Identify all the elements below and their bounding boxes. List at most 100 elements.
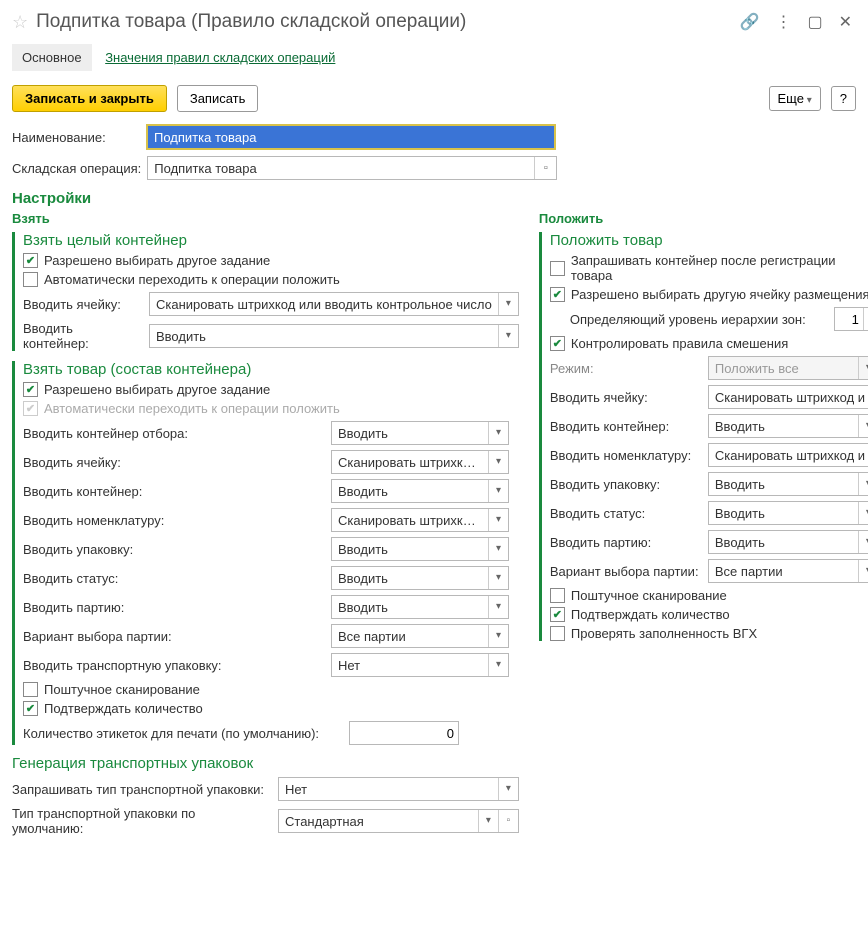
- goods-container-label: Вводить контейнер:: [23, 484, 323, 499]
- put-allow-other-cell-checkbox[interactable]: [550, 287, 565, 302]
- gen-heading: Генерация транспортных упаковок: [12, 755, 519, 772]
- goods-batch-label: Вводить партию:: [23, 600, 323, 615]
- hierarchy-label: Определяющий уровень иерархии зон:: [550, 312, 826, 327]
- goods-transport-pack-label: Вводить транспортную упаковку:: [23, 658, 323, 673]
- close-icon[interactable]: ✕: [835, 10, 856, 34]
- settings-heading: Настройки: [12, 190, 856, 207]
- put-ask-container-label: Запрашивать контейнер после регистрации …: [571, 253, 868, 283]
- put-confirm-qty-label: Подтверждать количество: [571, 607, 730, 622]
- take-col-title: Взять: [12, 211, 519, 226]
- take-column: Взять Взять целый контейнер Разрешено вы…: [12, 209, 519, 841]
- default-type-label: Тип транспортной упаковки по умолчанию:: [12, 806, 270, 836]
- goods-cell-label: Вводить ячейку:: [23, 455, 323, 470]
- save-button[interactable]: Записать: [177, 85, 259, 112]
- goods-auto-goto-label: Автоматически переходить к операции поло…: [44, 401, 340, 416]
- hierarchy-input[interactable]: [835, 308, 863, 330]
- save-close-button[interactable]: Записать и закрыть: [12, 85, 167, 112]
- goods-status-dropdown[interactable]: Вводить▾: [331, 566, 509, 590]
- spin-down-icon[interactable]: ▼: [864, 319, 868, 330]
- take-cell-dropdown[interactable]: Сканировать штрихкод или вводить контрол…: [149, 292, 519, 316]
- goods-status-label: Вводить статус:: [23, 571, 323, 586]
- name-row: Наименование:: [12, 124, 856, 150]
- pick-container-label: Вводить контейнер отбора:: [23, 426, 323, 441]
- put-section: Положить товар Запрашивать контейнер пос…: [539, 232, 868, 641]
- take-container-dropdown[interactable]: Вводить▾: [149, 324, 519, 348]
- kebab-icon[interactable]: ⋮: [771, 10, 795, 34]
- goods-allow-other-label: Разрешено выбирать другое задание: [44, 382, 270, 397]
- put-batch-variant-dropdown[interactable]: Все партии▾: [708, 559, 868, 583]
- goods-transport-pack-dropdown[interactable]: Нет▾: [331, 653, 509, 677]
- goods-cell-dropdown[interactable]: Сканировать штрихкод и▾: [331, 450, 509, 474]
- put-ask-container-checkbox[interactable]: [550, 261, 565, 276]
- link-icon[interactable]: 🔗: [736, 10, 764, 34]
- operation-input[interactable]: Подпитка товара ▫: [147, 156, 557, 180]
- put-piece-scan-label: Поштучное сканирование: [571, 588, 727, 603]
- put-nomen-label: Вводить номенклатуру:: [550, 448, 700, 463]
- put-container-label: Вводить контейнер:: [550, 419, 700, 434]
- titlebar: ☆ Подпитка товара (Правило складской опе…: [12, 10, 856, 34]
- put-column: Положить Положить товар Запрашивать конт…: [539, 209, 868, 841]
- tab-values-link[interactable]: Значения правил складских операций: [95, 44, 345, 71]
- put-mode-dropdown: Положить все▾: [708, 356, 868, 380]
- take-cell-label: Вводить ячейку:: [23, 297, 141, 312]
- take-container-section: Взять целый контейнер Разрешено выбирать…: [12, 232, 519, 351]
- put-control-mix-checkbox[interactable]: [550, 336, 565, 351]
- goods-nomen-label: Вводить номенклатуру:: [23, 513, 323, 528]
- goods-batch-variant-label: Вариант выбора партии:: [23, 629, 323, 644]
- take-auto-goto-checkbox[interactable]: [23, 272, 38, 287]
- hierarchy-spinner[interactable]: ▲▼: [834, 307, 868, 331]
- operation-row: Складская операция: Подпитка товара ▫: [12, 156, 856, 180]
- put-col-title: Положить: [539, 211, 868, 226]
- take-allow-other-label: Разрешено выбирать другое задание: [44, 253, 270, 268]
- name-input[interactable]: [146, 124, 556, 150]
- put-status-label: Вводить статус:: [550, 506, 700, 521]
- put-heading: Положить товар: [550, 232, 868, 249]
- put-nomen-dropdown[interactable]: Сканировать штрихкод и▾: [708, 443, 868, 467]
- tab-main[interactable]: Основное: [12, 44, 92, 71]
- goods-pack-dropdown[interactable]: Вводить▾: [331, 537, 509, 561]
- put-batch-variant-label: Вариант выбора партии:: [550, 564, 700, 579]
- ask-type-label: Запрашивать тип транспортной упаковки:: [12, 782, 270, 797]
- put-piece-scan-checkbox[interactable]: [550, 588, 565, 603]
- put-batch-dropdown[interactable]: Вводить▾: [708, 530, 868, 554]
- operation-label: Складская операция:: [12, 161, 141, 176]
- goods-allow-other-checkbox[interactable]: [23, 382, 38, 397]
- goods-container-dropdown[interactable]: Вводить▾: [331, 479, 509, 503]
- goods-batch-dropdown[interactable]: Вводить▾: [331, 595, 509, 619]
- goods-nomen-dropdown[interactable]: Сканировать штрихкод и▾: [331, 508, 509, 532]
- take-allow-other-checkbox[interactable]: [23, 253, 38, 268]
- goods-batch-variant-dropdown[interactable]: Все партии▾: [331, 624, 509, 648]
- more-button[interactable]: Еще: [769, 86, 821, 111]
- take-goods-heading: Взять товар (состав контейнера): [23, 361, 519, 378]
- put-mode-label: Режим:: [550, 361, 700, 376]
- put-control-mix-label: Контролировать правила смешения: [571, 336, 788, 351]
- default-type-dropdown[interactable]: Стандартная▾▫: [278, 809, 519, 833]
- ask-type-dropdown[interactable]: Нет▾: [278, 777, 519, 801]
- goods-piece-scan-checkbox[interactable]: [23, 682, 38, 697]
- favorite-star-icon[interactable]: ☆: [12, 12, 28, 33]
- put-pack-label: Вводить упаковку:: [550, 477, 700, 492]
- put-check-vgh-label: Проверять заполненность ВГХ: [571, 626, 757, 641]
- operation-open-icon[interactable]: ▫: [534, 157, 556, 179]
- maximize-icon[interactable]: ▢: [803, 10, 826, 34]
- put-cell-dropdown[interactable]: Сканировать штрихкод и▾: [708, 385, 868, 409]
- labels-count-label: Количество этикеток для печати (по умолч…: [23, 726, 341, 741]
- spin-up-icon[interactable]: ▲: [864, 308, 868, 319]
- put-status-dropdown[interactable]: Вводить▾: [708, 501, 868, 525]
- goods-pack-label: Вводить упаковку:: [23, 542, 323, 557]
- window-title: Подпитка товара (Правило складской опера…: [36, 11, 727, 33]
- goods-confirm-qty-checkbox[interactable]: [23, 701, 38, 716]
- put-confirm-qty-checkbox[interactable]: [550, 607, 565, 622]
- help-button[interactable]: ?: [831, 86, 856, 111]
- take-container-heading: Взять целый контейнер: [23, 232, 519, 249]
- goods-confirm-qty-label: Подтверждать количество: [44, 701, 203, 716]
- put-check-vgh-checkbox[interactable]: [550, 626, 565, 641]
- put-pack-dropdown[interactable]: Вводить▾: [708, 472, 868, 496]
- put-container-dropdown[interactable]: Вводить▾: [708, 414, 868, 438]
- goods-piece-scan-label: Поштучное сканирование: [44, 682, 200, 697]
- take-container-label: Вводить контейнер:: [23, 321, 141, 351]
- pick-container-dropdown[interactable]: Вводить▾: [331, 421, 509, 445]
- default-type-open-icon: ▫: [498, 810, 518, 832]
- labels-count-input[interactable]: [349, 721, 459, 745]
- toolbar: Записать и закрыть Записать Еще ?: [12, 85, 856, 112]
